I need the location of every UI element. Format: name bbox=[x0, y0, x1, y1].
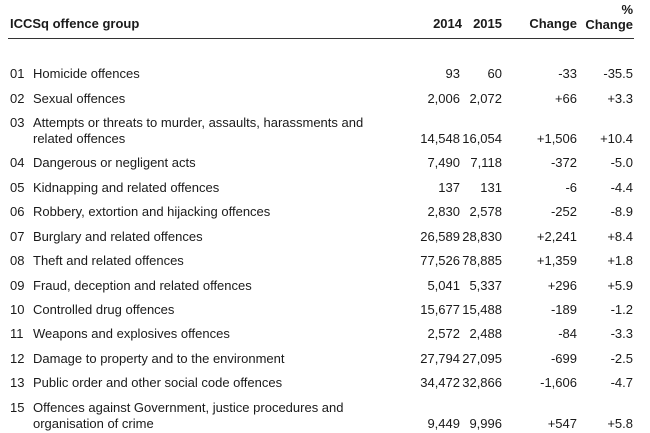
value-change: +2,241 bbox=[536, 229, 577, 244]
value-2014: 93 bbox=[445, 66, 460, 81]
offence-label: Attempts or threats to murder, assaults,… bbox=[33, 115, 364, 146]
value-2015: 16,054 bbox=[462, 131, 502, 146]
value-change: +1,506 bbox=[536, 131, 577, 146]
value-percent-change: -4.7 bbox=[610, 375, 633, 390]
value-2014: 9,449 bbox=[427, 416, 460, 431]
offence-label: Weapons and explosives offences bbox=[33, 326, 230, 341]
value-2015: 28,830 bbox=[462, 229, 502, 244]
value-change: -252 bbox=[550, 204, 577, 219]
value-change: +547 bbox=[547, 416, 577, 431]
offence-label: Public order and other social code offen… bbox=[33, 375, 283, 390]
value-percent-change: -1.2 bbox=[610, 302, 633, 317]
offence-code: 08 bbox=[10, 253, 25, 268]
value-2014: 27,794 bbox=[420, 351, 460, 366]
value-change: +1,359 bbox=[536, 253, 577, 268]
offence-label: Sexual offences bbox=[33, 91, 126, 106]
offence-code: 11 bbox=[10, 326, 24, 341]
value-percent-change: -5.0 bbox=[610, 155, 633, 170]
offence-code: 06 bbox=[10, 204, 25, 219]
value-change: +66 bbox=[554, 91, 577, 106]
offence-code: 15 bbox=[10, 400, 25, 415]
value-2015: 131 bbox=[480, 180, 502, 195]
offence-label: Theft and related offences bbox=[33, 253, 184, 268]
value-percent-change: +10.4 bbox=[600, 131, 633, 146]
value-2014: 26,589 bbox=[420, 229, 460, 244]
value-2015: 60 bbox=[487, 66, 502, 81]
offence-code: 13 bbox=[10, 375, 25, 390]
value-change: -84 bbox=[558, 326, 577, 341]
value-percent-change: -35.5 bbox=[603, 66, 633, 81]
value-percent-change: +5.9 bbox=[607, 278, 633, 293]
value-2014: 2,572 bbox=[427, 326, 460, 341]
value-2015: 5,337 bbox=[469, 278, 502, 293]
value-2014: 137 bbox=[438, 180, 460, 195]
value-2015: 7,118 bbox=[470, 155, 502, 170]
offence-code: 04 bbox=[10, 155, 25, 170]
value-2015: 2,488 bbox=[469, 326, 502, 341]
value-change: -6 bbox=[565, 180, 577, 195]
offence-label: Offences against Government, justice pro… bbox=[33, 400, 344, 431]
value-percent-change: +5.8 bbox=[607, 416, 633, 431]
offence-code: 12 bbox=[10, 351, 25, 366]
value-2015: 78,885 bbox=[462, 253, 502, 268]
header-percent-symbol: % bbox=[621, 2, 633, 17]
value-percent-change: +1.8 bbox=[607, 253, 633, 268]
offence-label: Kidnapping and related offences bbox=[33, 180, 220, 195]
value-change: -33 bbox=[558, 66, 577, 81]
value-percent-change: -2.5 bbox=[610, 351, 633, 366]
value-change: -372 bbox=[550, 155, 577, 170]
value-2014: 15,677 bbox=[420, 302, 460, 317]
offence-label: Robbery, extortion and hijacking offence… bbox=[33, 204, 271, 219]
value-change: -189 bbox=[550, 302, 577, 317]
offence-label: Fraud, deception and related offences bbox=[33, 278, 252, 293]
header-2014: 2014 bbox=[433, 16, 462, 31]
offence-code: 07 bbox=[10, 229, 25, 244]
offence-label: Homicide offences bbox=[33, 66, 140, 81]
value-2014: 2,006 bbox=[427, 91, 460, 106]
offence-label: Damage to property and to the environmen… bbox=[33, 351, 285, 366]
offence-code: 05 bbox=[10, 180, 25, 195]
value-change: -1,606 bbox=[540, 375, 577, 390]
offence-code: 09 bbox=[10, 278, 25, 293]
value-percent-change: -8.9 bbox=[610, 204, 633, 219]
value-2015: 27,095 bbox=[462, 351, 502, 366]
value-percent-change: +8.4 bbox=[607, 229, 633, 244]
value-2015: 2,072 bbox=[469, 91, 502, 106]
value-2014: 14,548 bbox=[420, 131, 460, 146]
offence-label: Controlled drug offences bbox=[33, 302, 175, 317]
value-2015: 9,996 bbox=[469, 416, 502, 431]
header-percent-change: % Change bbox=[585, 2, 633, 32]
value-change: +296 bbox=[547, 278, 577, 293]
offence-code: 02 bbox=[10, 91, 25, 106]
value-2014: 77,526 bbox=[420, 253, 460, 268]
value-2014: 5,041 bbox=[427, 278, 460, 293]
value-2015: 32,866 bbox=[462, 375, 502, 390]
offence-code: 10 bbox=[10, 302, 25, 317]
value-percent-change: -3.3 bbox=[610, 326, 633, 341]
value-2014: 7,490 bbox=[427, 155, 460, 170]
offence-code: 01 bbox=[10, 66, 25, 81]
value-percent-change: -4.4 bbox=[610, 180, 633, 195]
header-change: Change bbox=[529, 16, 577, 31]
offence-label: Dangerous or negligent acts bbox=[33, 155, 196, 170]
value-2015: 15,488 bbox=[462, 302, 502, 317]
value-2014: 34,472 bbox=[420, 375, 460, 390]
value-2015: 2,578 bbox=[469, 204, 502, 219]
offence-code: 03 bbox=[10, 115, 25, 130]
value-2014: 2,830 bbox=[427, 204, 460, 219]
header-offence-group: ICCSq offence group bbox=[10, 16, 140, 31]
header-2015: 2015 bbox=[473, 16, 502, 31]
header-rule bbox=[8, 38, 634, 39]
table-header: ICCSq offence group 2014 2015 Change % C… bbox=[0, 0, 650, 40]
offence-label: Burglary and related offences bbox=[33, 229, 203, 244]
header-percent-change-label: Change bbox=[585, 17, 633, 32]
value-change: -699 bbox=[550, 351, 577, 366]
value-percent-change: +3.3 bbox=[607, 91, 633, 106]
